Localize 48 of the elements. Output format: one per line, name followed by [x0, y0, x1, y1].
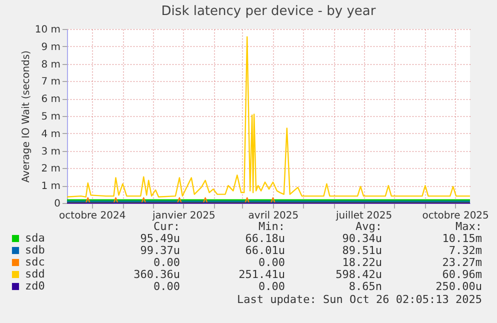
text: 89.51u [342, 244, 382, 257]
y-axis-title: Average IO Wait (seconds) [20, 50, 32, 183]
text: 250.00u [436, 280, 482, 293]
y-tick-label: 5 m [41, 112, 60, 122]
text: 8.65n [348, 280, 382, 293]
text: Last update: Sun Oct 26 02:05:13 2025 [236, 293, 482, 306]
text: 0.00 [258, 256, 285, 269]
text: 598.42u [336, 268, 382, 281]
legend-label: sdd [25, 268, 45, 280]
x-tick-label: janvier 2025 [152, 210, 216, 222]
text: 66.01u [245, 244, 285, 257]
y-tick-label: 7 m [41, 76, 60, 88]
chart-title: Disk latency per device - by year [161, 4, 376, 19]
text: 60.96m [442, 268, 482, 281]
y-tick-label: 4 m [41, 128, 60, 140]
x-tick-label: octobre 2024 [59, 210, 126, 222]
text: Min: [258, 220, 285, 233]
legend-label: sdc [25, 256, 45, 268]
text: 10.15m [442, 232, 482, 245]
text: 251.41u [238, 268, 285, 281]
text: 18.22u [342, 256, 382, 269]
y-tick-label: 8 m [41, 59, 60, 70]
text: Cur: [154, 220, 180, 233]
legend-label: sda [25, 232, 45, 244]
text: 99.37u [140, 244, 180, 257]
y-tick-label: 3 m [41, 146, 60, 158]
y-tick-label: 2 m [41, 164, 60, 175]
x-tick-label: octobre 2025 [422, 210, 489, 222]
text: 95.49u [140, 232, 180, 245]
text: 360.36u [134, 268, 180, 281]
text: 23.27m [442, 256, 482, 269]
y-tick-label: 9 m [41, 42, 60, 53]
y-tick-label: 1 m [41, 181, 60, 192]
x-tick-label: juillet 2025 [334, 210, 392, 222]
x-tick-label: avril 2025 [248, 210, 299, 222]
legend-label: sdb [25, 244, 45, 256]
text: 7.32m [448, 244, 482, 257]
y-tick-label: 10 m [34, 24, 60, 36]
text: 90.34u [342, 232, 382, 245]
text: Avg: [356, 220, 382, 233]
text: Max: [456, 220, 482, 233]
text: 66.18u [245, 232, 285, 245]
text: 0.00 [258, 280, 285, 293]
y-tick-label: 6 m [41, 94, 60, 106]
y-tick-label: 0 [54, 198, 60, 210]
text: 0.00 [154, 280, 180, 293]
legend-label: zd0 [25, 280, 45, 292]
text: 0.00 [154, 256, 180, 269]
